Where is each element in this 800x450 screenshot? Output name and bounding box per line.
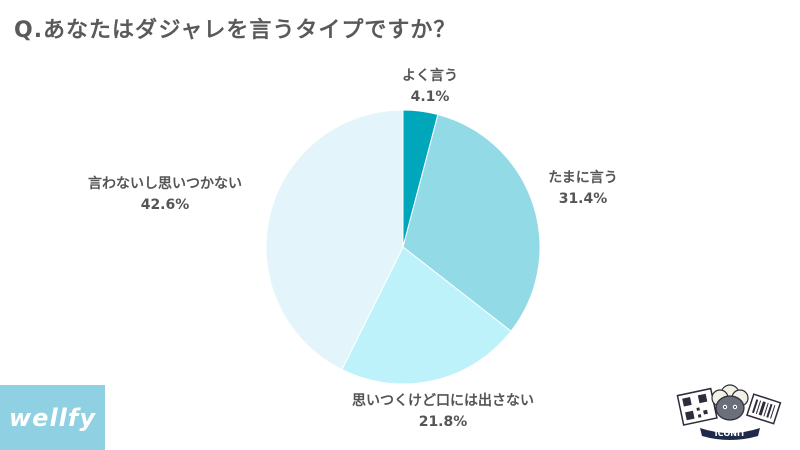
pie-slice-3 xyxy=(341,246,512,385)
wellfy-logo: wellfy xyxy=(0,385,105,450)
slice-label-2: たまに言う xyxy=(548,169,618,186)
iconit-banner-text: ICONIT xyxy=(715,429,746,438)
wellfy-logo-text: wellfy xyxy=(9,403,96,432)
pie-slice-4 xyxy=(265,109,404,371)
slice-value-1: 4.1% xyxy=(411,89,450,105)
slice-value-3: 21.8% xyxy=(419,414,468,430)
page-title: Q.あなたはダジャレを言うタイプですか？ xyxy=(14,18,457,43)
iconit-mascot-logo: ICONIT xyxy=(676,384,782,440)
slice-value-2: 31.4% xyxy=(559,191,608,207)
slice-label-4: 言わないし思いつかない xyxy=(88,175,242,192)
slice-label-3: 思いつくけど口には出さない xyxy=(352,392,534,409)
pie-slice-2 xyxy=(402,113,541,332)
slice-value-4: 42.6% xyxy=(141,197,190,213)
slice-label-1: よく言う xyxy=(402,67,458,84)
